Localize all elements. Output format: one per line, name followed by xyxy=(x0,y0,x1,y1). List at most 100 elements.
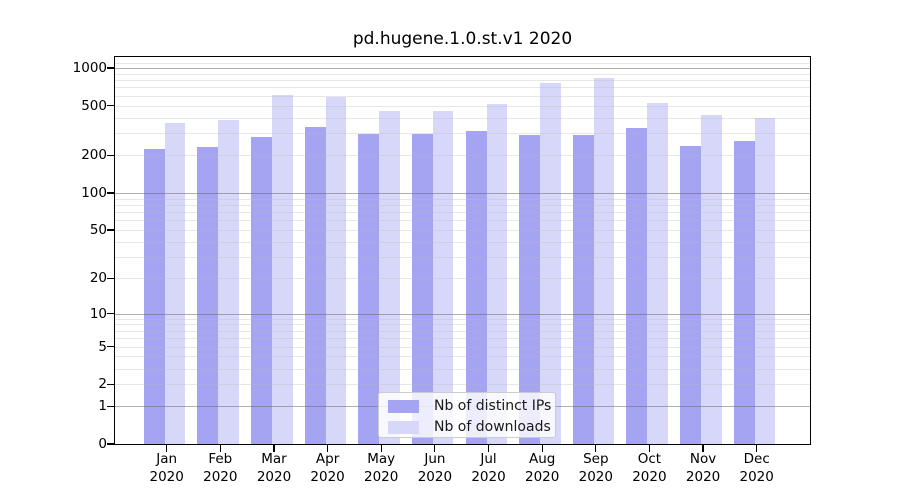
y-tick-label: 5 xyxy=(98,338,107,355)
x-tick xyxy=(219,445,221,452)
minor-gridline xyxy=(115,330,810,332)
y-tick-label: 200 xyxy=(81,147,107,164)
bar-distinct-ips-nov xyxy=(680,145,702,444)
x-tick-label-dec: Dec 2020 xyxy=(725,450,789,486)
y-tick xyxy=(107,345,114,348)
y-tick xyxy=(107,383,114,385)
y-tick-label: 1000 xyxy=(72,60,107,76)
bar-distinct-ips-aug xyxy=(519,134,541,444)
x-tick-label-line: Jun xyxy=(424,451,446,467)
y-tick xyxy=(107,443,114,445)
legend-swatch-distinct-ips xyxy=(388,399,419,413)
x-tick-label-line: 2020 xyxy=(364,469,399,485)
x-tick-label-line: May xyxy=(367,451,396,467)
x-tick xyxy=(595,445,597,452)
bar-downloads-mar xyxy=(272,94,293,444)
minor-gridline xyxy=(115,338,810,340)
x-tick-label-line: Feb xyxy=(208,451,233,467)
x-tick-label-line: Mar xyxy=(261,451,287,467)
legend: Nb of distinct IPs Nb of downloads xyxy=(378,392,556,438)
minor-gridline xyxy=(115,198,810,200)
x-tick-label-line: 2020 xyxy=(310,469,345,485)
minor-gridline xyxy=(115,384,810,386)
minor-gridline xyxy=(115,257,810,259)
x-tick-label-line: 2020 xyxy=(525,469,560,485)
minor-gridline xyxy=(115,204,810,206)
legend-entry-downloads: Nb of downloads xyxy=(388,417,555,437)
minor-gridline xyxy=(115,105,810,107)
bar-downloads-feb xyxy=(218,120,239,444)
bar-distinct-ips-dec xyxy=(733,141,755,444)
minor-gridline xyxy=(115,73,810,75)
bar-downloads-sep xyxy=(593,77,615,444)
x-tick xyxy=(273,445,275,452)
bar-downloads-nov xyxy=(701,115,722,444)
y-tick-label: 500 xyxy=(81,97,107,114)
minor-gridline xyxy=(115,62,810,64)
x-tick-label-line: Oct xyxy=(637,451,662,467)
minor-gridline xyxy=(115,368,810,370)
x-tick-label-oct: Oct 2020 xyxy=(617,450,681,486)
y-tick-label: 20 xyxy=(89,270,107,287)
x-tick xyxy=(380,445,382,452)
bar-downloads-jun xyxy=(432,111,454,444)
x-tick-label-line: 2020 xyxy=(203,469,238,485)
bar-downloads-apr xyxy=(325,97,347,444)
legend-label-downloads: Nb of downloads xyxy=(434,419,551,435)
y-tick-label: 10 xyxy=(89,305,107,322)
y-tick xyxy=(107,105,114,107)
x-tick-label-jun: Jun 2020 xyxy=(403,450,467,486)
y-tick-label: 50 xyxy=(89,222,107,238)
x-tick-label-sep: Sep 2020 xyxy=(564,450,628,486)
y-tick xyxy=(107,312,114,315)
minor-gridline xyxy=(115,220,810,222)
x-tick-label-line: 2020 xyxy=(632,469,667,485)
bar-distinct-ips-jul xyxy=(465,131,487,444)
x-tick xyxy=(541,445,543,452)
x-tick-label-line: Jul xyxy=(480,451,497,467)
bar-distinct-ips-sep xyxy=(572,134,594,444)
x-tick-label-may: May 2020 xyxy=(349,450,413,486)
x-tick-label-apr: Apr 2020 xyxy=(296,450,360,486)
bar-distinct-ips-jun xyxy=(411,134,433,444)
minor-gridline xyxy=(115,80,810,82)
minor-gridline xyxy=(115,133,810,135)
x-tick-label-line: 2020 xyxy=(471,469,506,485)
minor-gridline xyxy=(115,346,810,348)
y-tick-label: 2 xyxy=(98,376,107,393)
minor-gridline xyxy=(115,212,810,213)
x-tick-label-jul: Jul 2020 xyxy=(457,450,521,486)
minor-gridline xyxy=(115,87,810,89)
minor-gridline xyxy=(115,95,810,97)
x-tick-label-line: Jan xyxy=(156,451,178,467)
x-tick xyxy=(756,445,758,452)
bar-downloads-jul xyxy=(486,104,507,444)
x-tick-label-line: 2020 xyxy=(685,469,721,485)
bar-downloads-oct xyxy=(647,103,668,444)
minor-gridline xyxy=(115,230,810,231)
bar-downloads-aug xyxy=(540,83,561,444)
minor-gridline xyxy=(115,117,810,119)
y-tick xyxy=(107,229,114,231)
x-tick-label-line: 2020 xyxy=(578,469,613,485)
x-tick-label-line: Apr xyxy=(315,451,340,467)
y-tick xyxy=(107,192,114,194)
legend-label-distinct-ips: Nb of distinct IPs xyxy=(434,398,552,414)
bar-downloads-jan xyxy=(164,122,186,444)
chart-title: pd.hugene.1.0.st.v1 2020 xyxy=(352,29,573,49)
x-tick-label-feb: Feb 2020 xyxy=(188,450,252,486)
bar-downloads-dec xyxy=(754,118,776,444)
x-tick-label-line: 2020 xyxy=(149,469,184,485)
y-tick xyxy=(107,154,114,157)
x-tick-label-line: Aug xyxy=(529,451,556,467)
x-tick-label-mar: Mar 2020 xyxy=(242,450,306,486)
x-tick-label-aug: Aug 2020 xyxy=(510,450,574,486)
x-tick-label-line: Nov xyxy=(689,451,717,467)
x-tick xyxy=(327,445,329,452)
x-tick-label-line: 2020 xyxy=(739,469,774,485)
x-tick-label-nov: Nov 2020 xyxy=(671,450,735,486)
y-tick-label: 0 xyxy=(98,436,107,452)
y-tick-label: 100 xyxy=(81,184,107,201)
y-tick xyxy=(107,67,114,69)
